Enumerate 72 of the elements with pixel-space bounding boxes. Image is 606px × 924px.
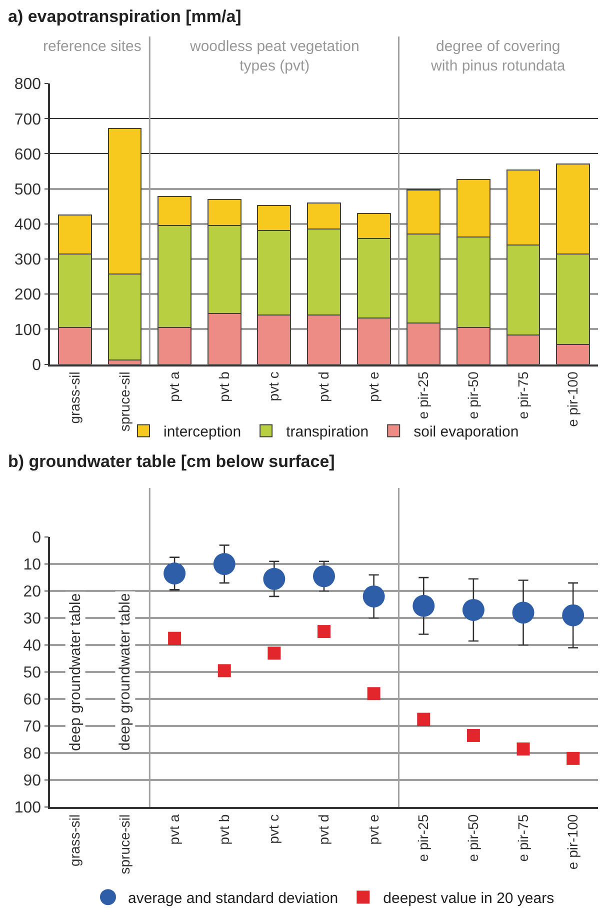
point bbox=[562, 604, 584, 626]
x-tick-label: e pir-100 bbox=[564, 371, 581, 427]
x-tick-label: pvt c bbox=[266, 814, 282, 844]
point bbox=[362, 585, 385, 608]
point bbox=[462, 598, 484, 621]
point bbox=[367, 687, 380, 700]
text: degree of covering with pinus rotundata bbox=[430, 38, 566, 74]
x-tick-label: pvt e bbox=[365, 814, 382, 845]
y-tick-label: 100 bbox=[14, 322, 42, 339]
x-tick-label: e pir-25 bbox=[415, 814, 432, 862]
legend-label: transpiration bbox=[286, 424, 369, 441]
x-tick-label: e pir-50 bbox=[465, 371, 481, 420]
x-tick-label: pvt c bbox=[266, 372, 282, 402]
text: reference sites bbox=[43, 38, 142, 55]
annotation: deep groundwater table bbox=[66, 593, 84, 751]
point bbox=[268, 646, 281, 660]
y-tick-label: 30 bbox=[23, 610, 42, 628]
x-tick-label: e pir-100 bbox=[564, 814, 581, 870]
y-tick-label: 800 bbox=[14, 76, 42, 94]
x-tick-label: grass-sil bbox=[66, 814, 82, 866]
legend-label: soil evaporation bbox=[414, 424, 519, 441]
x-tick-label: pvt b bbox=[216, 814, 232, 845]
legend-label: interception bbox=[164, 424, 242, 441]
point bbox=[213, 553, 236, 576]
point bbox=[466, 728, 480, 742]
point bbox=[417, 712, 430, 726]
point bbox=[263, 568, 286, 590]
x-tick-label: grass-sil bbox=[66, 372, 82, 424]
chart-title: a) evapotranspiration [mm/a] bbox=[8, 7, 242, 26]
y-tick-label: 400 bbox=[14, 216, 42, 234]
point bbox=[512, 602, 534, 624]
y-tick-label: 40 bbox=[23, 638, 42, 655]
y-tick-label: 0 bbox=[32, 530, 42, 547]
x-tick-label: spruce-sil bbox=[116, 814, 132, 874]
y-tick-label: 600 bbox=[14, 146, 42, 164]
y-tick-label: 60 bbox=[23, 692, 42, 709]
annotation: deep groundwater table bbox=[116, 593, 134, 751]
x-tick-label: spruce-sil bbox=[116, 372, 132, 432]
point bbox=[412, 594, 435, 617]
y-tick-label: 80 bbox=[23, 746, 42, 763]
y-tick-label: 200 bbox=[14, 286, 42, 304]
point bbox=[566, 752, 580, 765]
legend-label: deepest value in 20 years bbox=[383, 890, 554, 907]
legend-label: average and standard deviation bbox=[128, 890, 338, 907]
x-tick-label: pvt d bbox=[316, 372, 332, 402]
x-tick-label: pvt e bbox=[365, 371, 382, 402]
y-tick-label: 10 bbox=[23, 556, 42, 574]
point bbox=[516, 742, 530, 756]
y-tick-label: 700 bbox=[14, 111, 42, 128]
x-tick-label: pvt a bbox=[166, 371, 182, 402]
chart-title: b) groundwater table [cm below surface] bbox=[8, 452, 335, 471]
point bbox=[164, 562, 186, 584]
y-tick-label: 50 bbox=[23, 664, 42, 682]
point bbox=[318, 625, 330, 638]
x-tick-label: pvt a bbox=[166, 814, 182, 845]
x-tick-label: e pir-50 bbox=[465, 814, 481, 862]
y-tick-label: 500 bbox=[14, 181, 42, 198]
y-tick-label: 70 bbox=[23, 718, 42, 736]
y-tick-label: 20 bbox=[23, 584, 42, 601]
x-tick-label: e pir-25 bbox=[415, 371, 432, 420]
x-tick-label: pvt b bbox=[216, 371, 232, 402]
point bbox=[218, 664, 231, 678]
y-tick-label: 100 bbox=[14, 800, 42, 817]
text: woodless peat vegetation types (pvt) bbox=[189, 38, 360, 74]
y-tick-label: 0 bbox=[32, 356, 42, 374]
x-tick-label: pvt d bbox=[316, 814, 332, 845]
y-tick-label: 300 bbox=[14, 252, 42, 269]
y-tick-label: 90 bbox=[23, 772, 42, 790]
point bbox=[168, 632, 182, 645]
point bbox=[313, 565, 335, 588]
x-tick-label: e pir-75 bbox=[514, 814, 531, 862]
x-tick-label: e pir-75 bbox=[514, 371, 531, 420]
